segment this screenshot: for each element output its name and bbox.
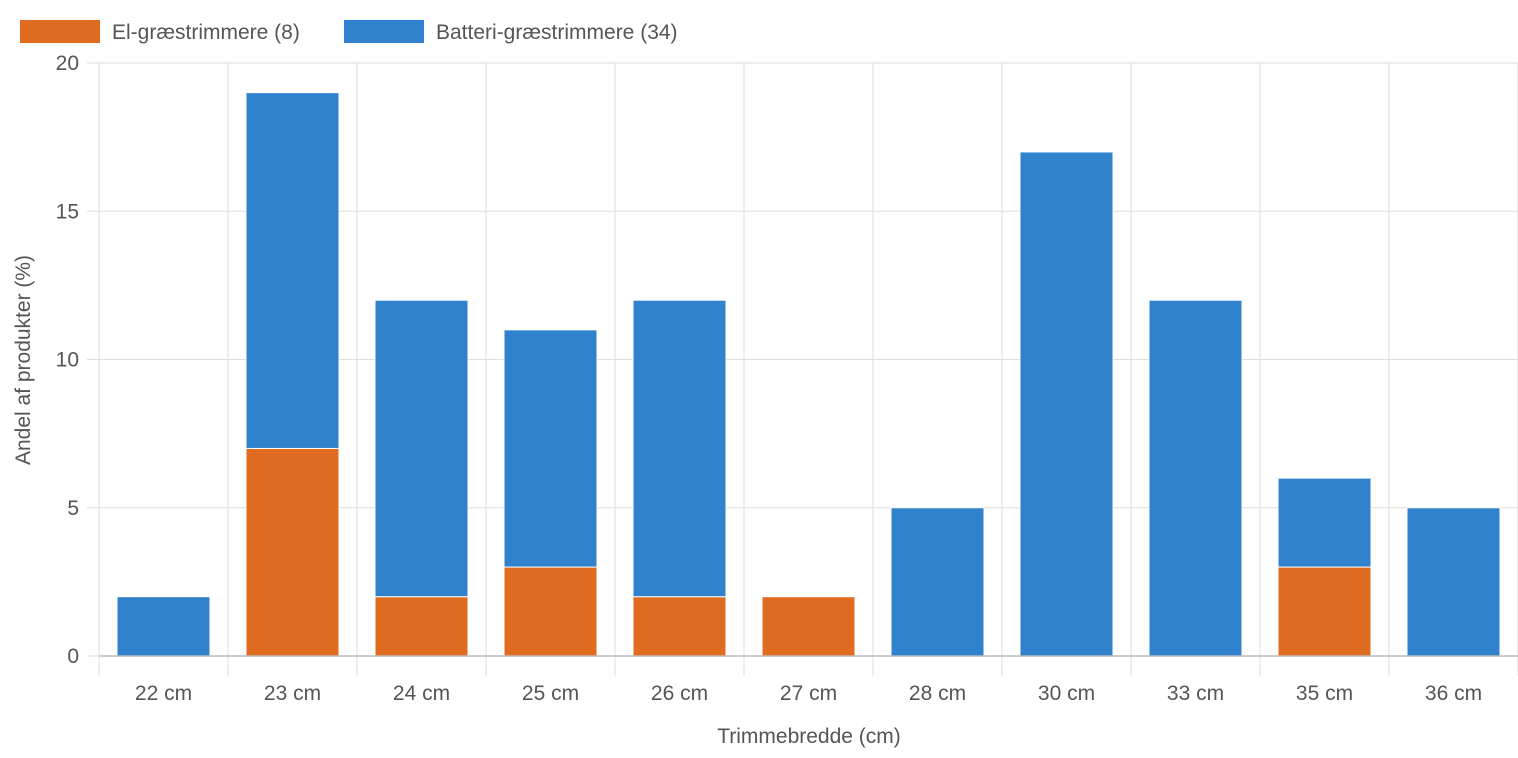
bars (116, 92, 1501, 657)
bar-battery-23cm[interactable] (245, 92, 340, 449)
y-tick-label: 15 (56, 200, 79, 223)
bar-battery-28cm[interactable] (890, 507, 985, 657)
bar-battery-36cm[interactable] (1406, 507, 1501, 657)
bar-battery-22cm[interactable] (116, 596, 211, 657)
legend-swatch-electric (20, 20, 100, 43)
x-tick-label: 30 cm (1038, 682, 1095, 705)
legend-item-battery[interactable]: Batteri-græstrimmere (34) (344, 20, 678, 44)
bar-battery-35cm[interactable] (1277, 477, 1372, 568)
y-tick-label: 0 (67, 645, 79, 668)
y-tick-label: 20 (56, 52, 79, 75)
bar-battery-24cm[interactable] (374, 299, 469, 598)
bar-electric-24cm[interactable] (374, 596, 469, 657)
legend: El-græstrimmere (8) Batteri-græstrimmere… (20, 20, 678, 44)
legend-label-electric: El-græstrimmere (8) (112, 21, 300, 44)
bar-electric-35cm[interactable] (1277, 566, 1372, 657)
legend-swatch-battery (344, 20, 424, 43)
y-tick-label: 10 (56, 349, 79, 372)
legend-item-electric[interactable]: El-græstrimmere (8) (20, 20, 300, 44)
bar-battery-26cm[interactable] (632, 299, 727, 598)
bar-electric-26cm[interactable] (632, 596, 727, 657)
x-tick-label: 23 cm (264, 682, 321, 705)
y-axis-title: Andel af produkter (%) (12, 255, 35, 465)
axes: 0 5 10 15 20 22 cm 23 cm 24 cm 25 cm 26 cm 27 cm 28… (56, 52, 1518, 705)
bar-electric-25cm[interactable] (503, 566, 598, 657)
bar-electric-27cm[interactable] (761, 596, 856, 657)
x-tick-label: 26 cm (651, 682, 708, 705)
x-tick-label: 24 cm (393, 682, 450, 705)
x-tick-label: 28 cm (909, 682, 966, 705)
x-tick-label: 33 cm (1167, 682, 1224, 705)
x-tick-label: 35 cm (1296, 682, 1353, 705)
legend-label-battery: Batteri-græstrimmere (34) (436, 21, 678, 44)
x-tick-label: 36 cm (1425, 682, 1482, 705)
bar-electric-23cm[interactable] (245, 447, 340, 657)
bar-battery-33cm[interactable] (1148, 299, 1243, 657)
x-tick-label: 22 cm (135, 682, 192, 705)
bar-battery-25cm[interactable] (503, 329, 598, 568)
x-axis-title: Trimmebredde (cm) (717, 725, 901, 748)
x-tick-label: 25 cm (522, 682, 579, 705)
x-tick-label: 27 cm (780, 682, 837, 705)
bar-battery-30cm[interactable] (1019, 151, 1114, 657)
y-tick-label: 5 (67, 497, 79, 520)
